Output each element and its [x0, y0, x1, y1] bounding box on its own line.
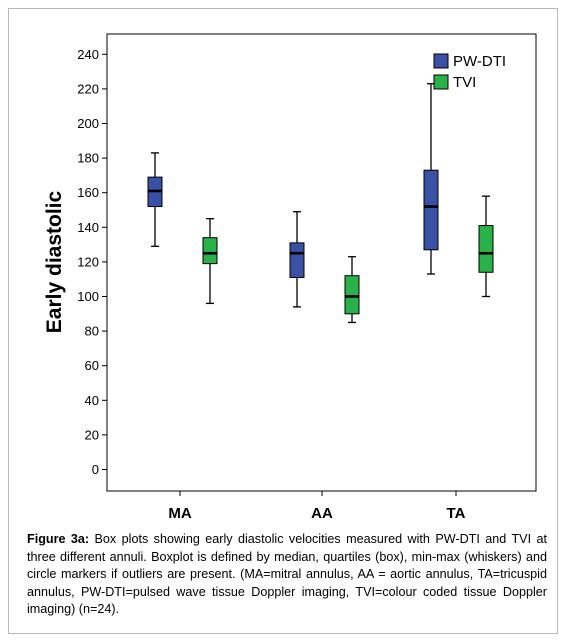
- legend-swatch: [433, 53, 449, 69]
- legend-label: PW-DTI: [453, 53, 506, 70]
- box-tvi: [478, 225, 494, 273]
- box-pw-dti: [289, 242, 305, 278]
- box-tvi: [344, 275, 360, 315]
- y-tick-label: 140: [77, 220, 99, 235]
- x-tick-label: TA: [447, 505, 466, 522]
- y-tick-label: 200: [77, 116, 99, 131]
- legend-swatch: [433, 74, 449, 90]
- y-tick-label: 120: [77, 254, 99, 269]
- y-tick-label: 80: [85, 324, 99, 339]
- box-plot-chart: 0 20 40 60 80 100 120 140 160 180 200 220 240 MA AA TA P…: [43, 33, 537, 522]
- box-pw-dti: [423, 169, 439, 251]
- x-tick-label: MA: [168, 505, 191, 522]
- y-axis-label: Early diastolic: [43, 190, 66, 333]
- caption-label: Figure 3a:: [27, 532, 90, 546]
- x-tick-label: AA: [311, 505, 333, 522]
- y-tick-label: 240: [77, 47, 99, 62]
- y-tick-label: 100: [77, 289, 99, 304]
- y-tick-label: 180: [77, 151, 99, 166]
- figure-caption: Figure 3a: Box plots showing early diast…: [27, 531, 547, 619]
- y-tick-label: 20: [85, 427, 99, 442]
- y-tick-label: 160: [77, 185, 99, 200]
- y-tick-label: 0: [92, 462, 99, 477]
- legend-label: TVI: [453, 74, 476, 91]
- caption-text: Box plots showing early diastolic veloci…: [27, 532, 548, 616]
- plot-frame: [106, 33, 537, 492]
- y-tick-label: 60: [85, 358, 99, 373]
- y-tick-label: 40: [85, 393, 99, 408]
- figure-frame: [8, 8, 558, 634]
- box-tvi: [202, 237, 218, 265]
- plot-area: 0 20 40 60 80 100 120 140 160 180 200 220 240 MA AA TA P…: [77, 33, 537, 522]
- y-tick-label: 220: [77, 81, 99, 96]
